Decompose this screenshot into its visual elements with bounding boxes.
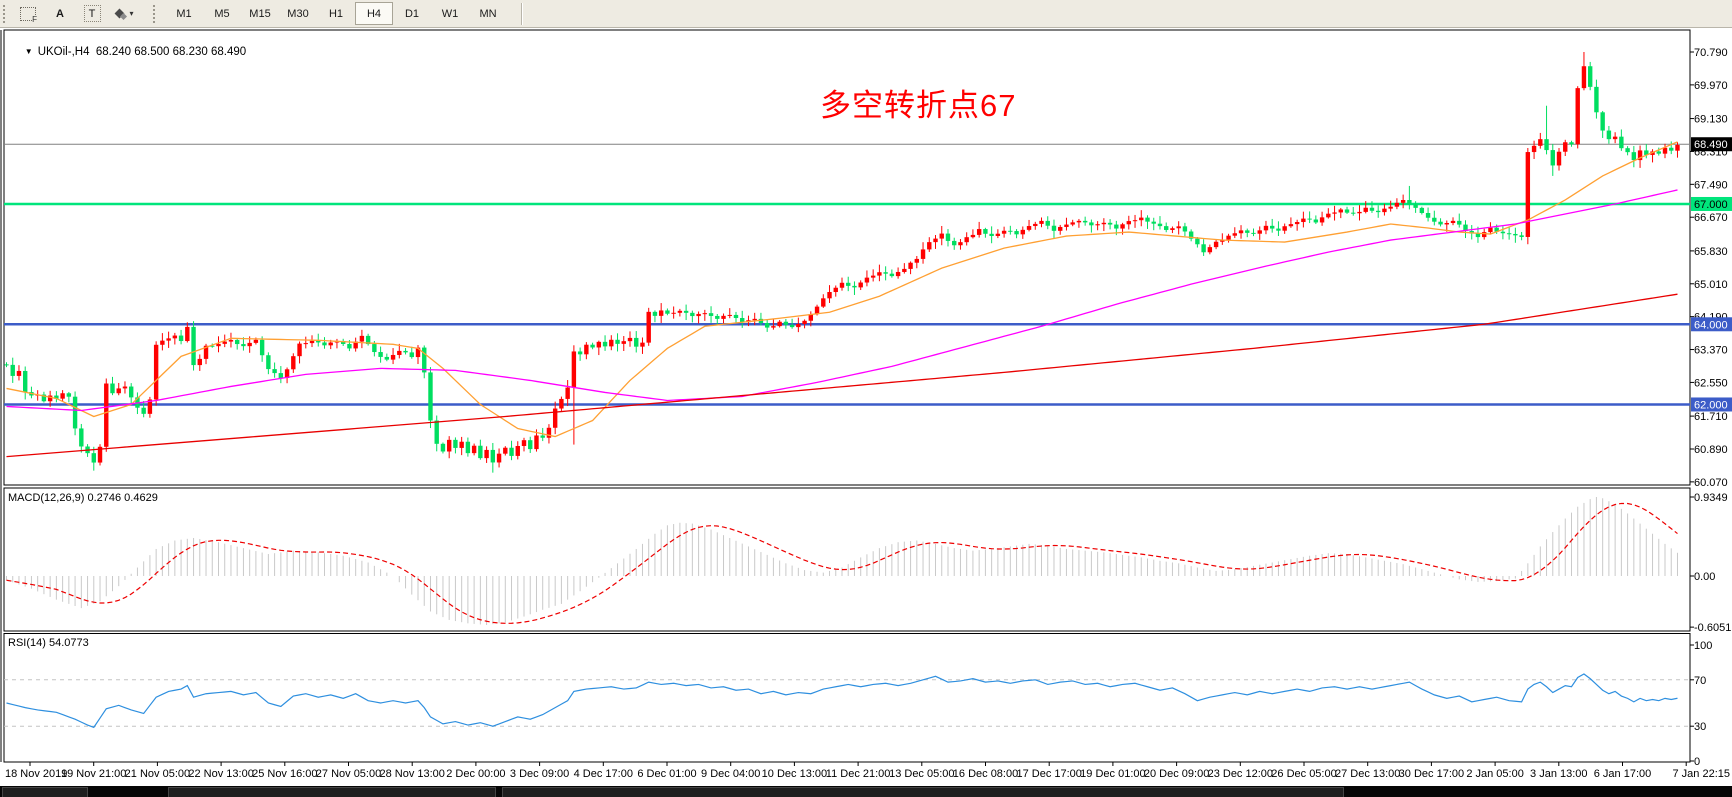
macd-indicator-label: MACD(12,26,9) 0.2746 0.4629: [8, 492, 158, 504]
cursor-tool-button[interactable]: A: [56, 7, 64, 20]
svg-text:69.130: 69.130: [1694, 114, 1728, 126]
arrows-tool-button[interactable]: ▾: [105, 3, 145, 24]
svg-text:68.490: 68.490: [1694, 139, 1728, 151]
svg-text:26 Dec 05:00: 26 Dec 05:00: [1271, 768, 1336, 780]
symbol-period-label: UKOil-,H4: [37, 46, 90, 58]
svg-text:28 Nov 13:00: 28 Nov 13:00: [379, 768, 444, 780]
ohlc-readout: 68.240 68.500 68.230 68.490: [95, 46, 247, 58]
panel-frames: [0, 29, 1691, 763]
svg-text:70: 70: [1694, 675, 1706, 687]
svg-text:30: 30: [1694, 721, 1706, 733]
text-tool-button[interactable]: T: [79, 3, 105, 24]
rsi-line: [6, 673, 1678, 729]
svg-text:61.710: 61.710: [1694, 411, 1728, 423]
svg-text:6 Jan 17:00: 6 Jan 17:00: [1594, 768, 1652, 780]
svg-text:67.000: 67.000: [1694, 199, 1728, 211]
svg-text:64.000: 64.000: [1694, 319, 1728, 331]
svg-text:10 Dec 13:00: 10 Dec 13:00: [762, 768, 827, 780]
rsi-axis[interactable]: 100 70 30 0: [1690, 640, 1712, 768]
timeframe-button-M15[interactable]: M15: [249, 7, 271, 20]
toolbar: F A T ▾ M1 M5 M15 M30 H1 H4 D1 W1 MN: [0, 0, 1732, 28]
svg-text:60.070: 60.070: [1694, 477, 1728, 489]
svg-text:25 Nov 16:00: 25 Nov 16:00: [252, 768, 317, 780]
svg-text:65.010: 65.010: [1694, 279, 1728, 291]
timeframe-button-H4[interactable]: H4: [355, 2, 393, 25]
text-tool-icon: T: [83, 5, 101, 22]
svg-text:9 Dec 04:00: 9 Dec 04:00: [701, 768, 760, 780]
taskbar-segment[interactable]: [2, 787, 88, 797]
svg-text:23 Dec 12:00: 23 Dec 12:00: [1208, 768, 1273, 780]
svg-text:19 Nov 21:00: 19 Nov 21:00: [61, 768, 126, 780]
timeframe-button-M1[interactable]: M1: [176, 7, 192, 20]
price-axis[interactable]: 70.79069.97069.13068.31067.49066.67065.8…: [1690, 47, 1732, 489]
rsi-level-lines: [4, 679, 1690, 727]
svg-text:11 Dec 21:00: 11 Dec 21:00: [826, 768, 891, 780]
taskbar-strip: [0, 786, 1732, 797]
svg-text:-0.6051: -0.6051: [1694, 622, 1731, 634]
timeframe-toolbar: M1 M5 M15 M30 H1 H4 D1 W1 MN: [165, 2, 507, 25]
timeframe-button-D1[interactable]: D1: [404, 7, 420, 20]
svg-text:0.9349: 0.9349: [1694, 492, 1728, 504]
svg-text:0.00: 0.00: [1694, 571, 1715, 583]
svg-text:60.890: 60.890: [1694, 444, 1728, 456]
svg-text:2 Jan 05:00: 2 Jan 05:00: [1466, 768, 1524, 780]
svg-text:100: 100: [1694, 640, 1712, 652]
macd-signal-line: [6, 502, 1678, 624]
timeframe-button-M5[interactable]: M5: [214, 7, 230, 20]
toolbar-grip[interactable]: [3, 4, 11, 23]
svg-text:67.490: 67.490: [1694, 179, 1728, 191]
svg-text:30 Dec 17:00: 30 Dec 17:00: [1399, 768, 1464, 780]
svg-text:7 Jan 22:15: 7 Jan 22:15: [1673, 768, 1731, 780]
rsi-indicator-label: RSI(14) 54.0773: [8, 637, 89, 649]
taskbar-segment[interactable]: [502, 787, 1344, 797]
collapse-arrow-icon[interactable]: ▼: [24, 47, 33, 56]
svg-text:65.830: 65.830: [1694, 246, 1728, 258]
svg-text:70.790: 70.790: [1694, 47, 1728, 59]
taskbar-segment[interactable]: [168, 787, 496, 797]
toolbar-separator: [521, 2, 522, 25]
svg-text:63.370: 63.370: [1694, 345, 1728, 357]
svg-text:16 Dec 08:00: 16 Dec 08:00: [953, 768, 1018, 780]
svg-text:21 Nov 05:00: 21 Nov 05:00: [125, 768, 190, 780]
svg-text:0: 0: [1694, 756, 1700, 768]
macd-axis[interactable]: 0.9349 0.00 -0.6051: [1690, 492, 1731, 634]
ma-fast-orange-line: [6, 141, 1678, 438]
chart-shift-icon: F: [20, 6, 37, 24]
svg-text:62.550: 62.550: [1694, 377, 1728, 389]
svg-text:27 Dec 13:00: 27 Dec 13:00: [1335, 768, 1400, 780]
chart-title: ▼ UKOil-,H4 68.240 68.500 68.230 68.490: [12, 34, 246, 70]
svg-text:4 Dec 17:00: 4 Dec 17:00: [574, 768, 633, 780]
svg-text:27 Nov 05:00: 27 Nov 05:00: [316, 768, 381, 780]
chart-annotation-text[interactable]: 多空转折点67: [820, 88, 1017, 123]
timeframe-button-W1[interactable]: W1: [441, 7, 459, 20]
svg-text:19 Dec 01:00: 19 Dec 01:00: [1080, 768, 1145, 780]
arrow-diamond-small-icon: [120, 12, 128, 21]
svg-text:69.970: 69.970: [1694, 80, 1728, 92]
macd-histogram: [6, 497, 1678, 626]
dropdown-caret-icon: ▾: [129, 9, 134, 18]
svg-text:17 Dec 17:00: 17 Dec 17:00: [1016, 768, 1081, 780]
svg-text:3 Dec 09:00: 3 Dec 09:00: [510, 768, 569, 780]
svg-text:2 Dec 00:00: 2 Dec 00:00: [446, 768, 505, 780]
svg-text:22 Nov 13:00: 22 Nov 13:00: [188, 768, 253, 780]
svg-text:20 Dec 09:00: 20 Dec 09:00: [1144, 768, 1209, 780]
timeframe-button-H1[interactable]: H1: [328, 7, 344, 20]
ma-mid-magenta-line: [6, 189, 1678, 412]
ma-slow-red-line: [6, 293, 1678, 458]
svg-text:6 Dec 01:00: 6 Dec 01:00: [637, 768, 696, 780]
timeframe-button-M30[interactable]: M30: [287, 7, 309, 20]
svg-text:18 Nov 2019: 18 Nov 2019: [5, 768, 67, 780]
timeframe-button-MN[interactable]: MN: [479, 7, 497, 20]
chart-shift-button[interactable]: F: [15, 3, 41, 24]
svg-text:66.670: 66.670: [1694, 212, 1728, 224]
svg-text:62.000: 62.000: [1694, 399, 1728, 411]
svg-text:13 Dec 05:00: 13 Dec 05:00: [889, 768, 954, 780]
svg-text:3 Jan 13:00: 3 Jan 13:00: [1530, 768, 1588, 780]
toolbar-grip-2[interactable]: [153, 4, 161, 23]
